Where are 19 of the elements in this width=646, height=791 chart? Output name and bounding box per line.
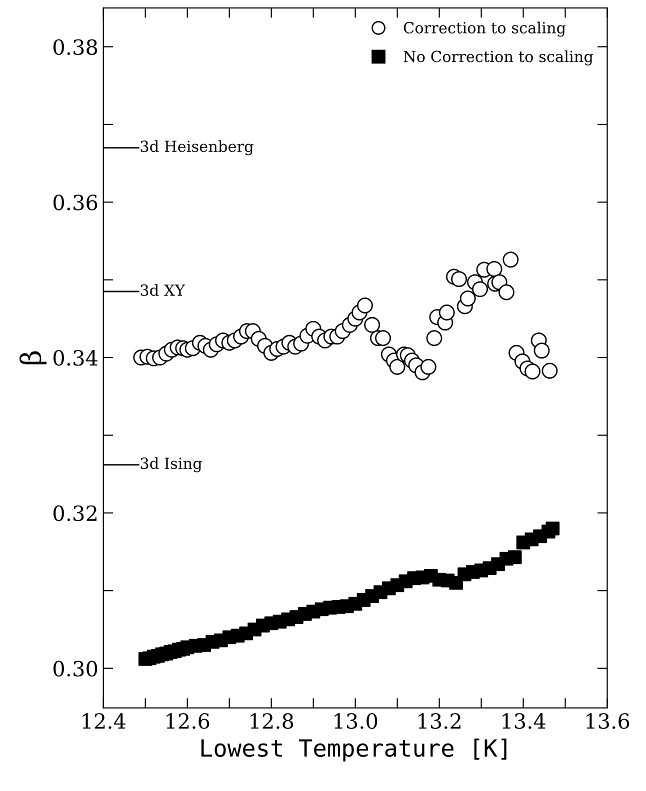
x-tick-label: 13.6	[586, 713, 630, 729]
y-tick-label: 0.38	[53, 39, 98, 55]
ref-line-label: 3d XY	[140, 284, 186, 296]
x-tick-label: 12.6	[166, 713, 210, 729]
x-axis-title: Lowest Temperature [K]	[201, 738, 506, 762]
y-tick-label: 0.32	[53, 505, 96, 522]
x-tick-label: 13.0	[334, 713, 378, 729]
x-tick-label: 12.8	[250, 713, 294, 729]
ref-line-label: 3d Heisenberg	[140, 140, 254, 156]
x-tick-label: 12.4	[82, 713, 126, 729]
ref-line-label: 3d Ising	[140, 457, 202, 472]
y-tick-label: 0.34	[53, 350, 98, 366]
x-tick-label: 13.2	[418, 713, 460, 729]
y-tick-label: 0.36	[53, 194, 98, 210]
y-tick-label: 0.30	[53, 660, 98, 677]
legend-label: No Correction to scaling	[404, 50, 594, 66]
y-axis-title: β	[20, 351, 47, 364]
legend-label: Correction to scaling	[404, 22, 566, 37]
x-tick-label: 13.4	[502, 713, 546, 729]
